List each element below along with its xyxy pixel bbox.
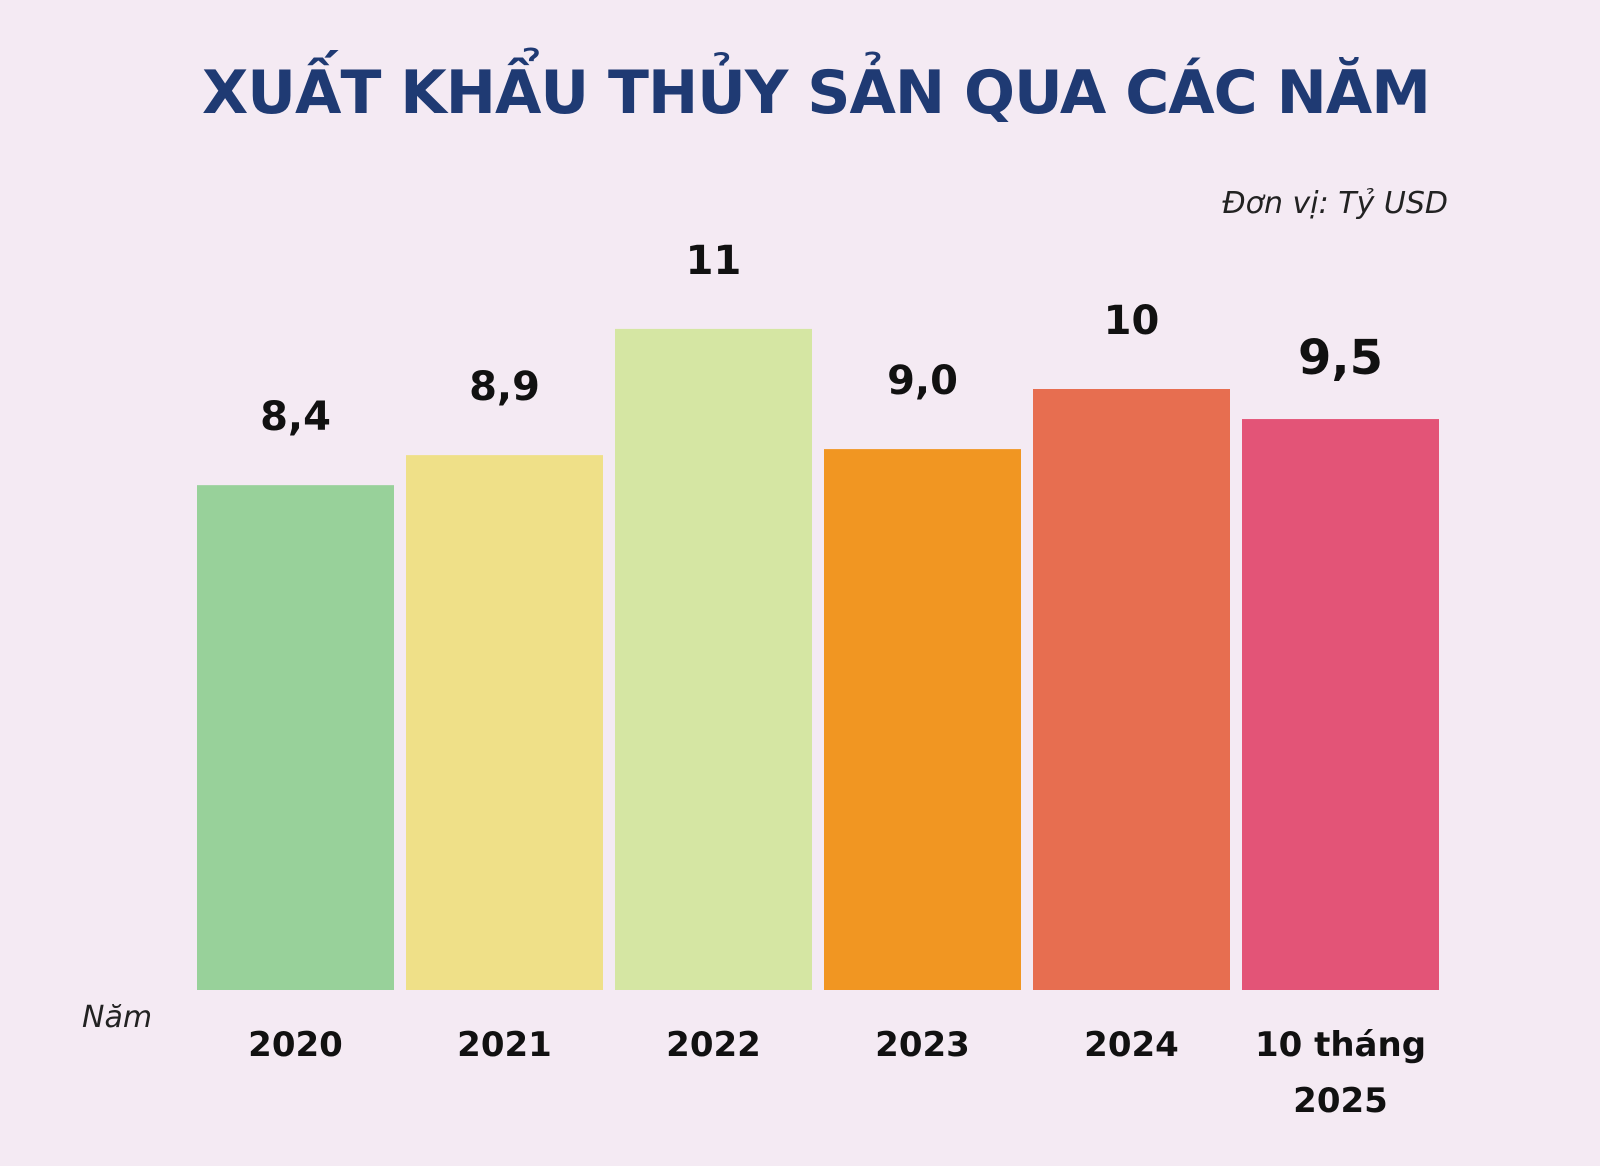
chart-title: XUẤT KHẨU THỦY SẢN QUA CÁC NĂM (202, 58, 1431, 128)
bar-1 (406, 455, 603, 990)
bar-2 (615, 328, 812, 990)
value-label-1: 8,9 (469, 364, 540, 410)
tick-label-4: 2024 (1084, 1025, 1179, 1065)
value-label-2: 11 (686, 238, 742, 284)
value-label-3: 9,0 (887, 358, 958, 404)
tick-label-2: 2022 (666, 1025, 761, 1065)
bar-3 (824, 449, 1021, 991)
value-label-4: 10 (1104, 298, 1160, 344)
tick-label-0: 2020 (248, 1025, 343, 1065)
x-axis-label: Năm (82, 1000, 153, 1035)
value-label-5: 9,5 (1298, 330, 1383, 386)
value-label-0: 8,4 (260, 394, 331, 440)
tick-label-3: 2023 (875, 1025, 970, 1065)
unit-label: Đơn vị: Tỷ USD (1222, 186, 1448, 221)
tick-label-1: 2021 (457, 1025, 552, 1065)
tick-label-5: 10 tháng 2025 (1255, 1025, 1426, 1121)
bar-0 (197, 485, 394, 990)
bar-4 (1033, 389, 1230, 990)
bar-5 (1242, 419, 1439, 990)
